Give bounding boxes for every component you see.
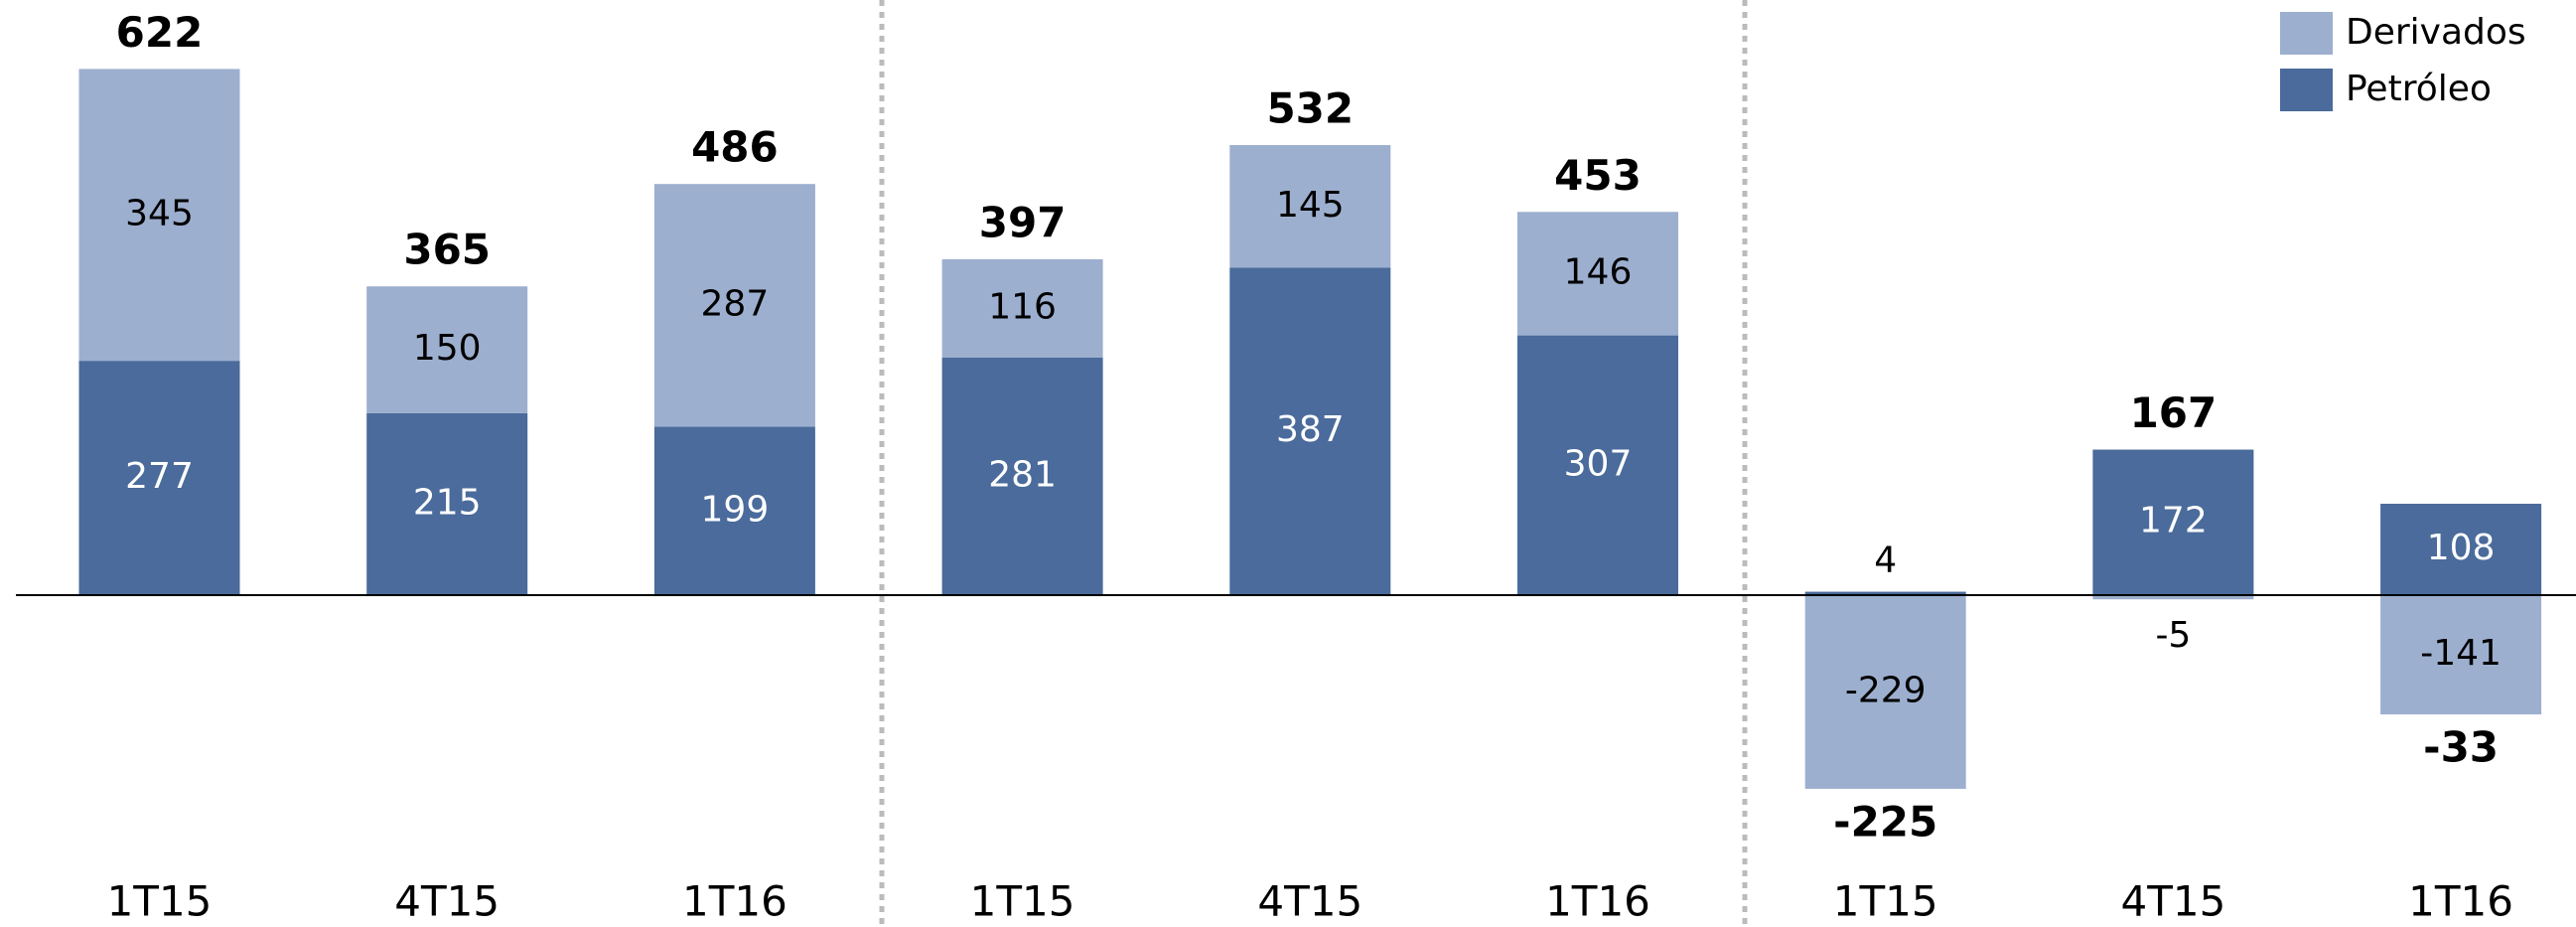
- x-tick-label: 4T15: [1257, 877, 1362, 926]
- segment-label: 277: [125, 456, 194, 497]
- total-label: 486: [691, 123, 779, 172]
- segment-label: 281: [988, 454, 1057, 495]
- bar-segment: [1517, 335, 1678, 595]
- bar-segment: [941, 258, 1103, 358]
- segment-label: -5: [2155, 615, 2191, 656]
- total-label: 397: [979, 198, 1067, 246]
- total-label: 532: [1266, 84, 1354, 133]
- segment-label: 387: [1276, 409, 1345, 450]
- bar-segment: [2380, 504, 2542, 595]
- x-tick-label: 1T16: [1545, 877, 1650, 926]
- segment-label: 199: [701, 489, 770, 530]
- total-label: -225: [1833, 797, 1937, 846]
- segment-label: 287: [701, 283, 770, 324]
- bar-segment: [1804, 594, 1966, 789]
- legend-label: Petróleo: [2346, 69, 2492, 109]
- legend-label: Derivados: [2346, 12, 2526, 53]
- x-tick-label: 1T16: [682, 877, 787, 926]
- total-label: 167: [2130, 388, 2218, 437]
- segment-label: 108: [2427, 528, 2496, 568]
- segment-label: 145: [1276, 185, 1345, 226]
- bar-segment: [2380, 594, 2542, 715]
- x-tick-label: 1T15: [970, 877, 1075, 926]
- x-tick-label: 4T15: [394, 877, 500, 926]
- total-label: -33: [2423, 723, 2499, 772]
- segment-label: 146: [1564, 251, 1633, 292]
- x-tick-label: 1T15: [107, 877, 213, 926]
- bar-segment: [653, 184, 815, 427]
- x-tick-label: 1T15: [1833, 877, 1938, 926]
- bar-segment: [653, 426, 815, 595]
- bar-segment: [78, 69, 240, 362]
- bar-segment: [366, 412, 528, 595]
- segment-label: -141: [2420, 633, 2502, 674]
- bar-segment: [1517, 212, 1678, 336]
- legend-swatch: [2280, 69, 2333, 111]
- total-label: 365: [403, 226, 491, 274]
- segment-label: 172: [2139, 501, 2208, 541]
- segment-label: 345: [125, 193, 194, 233]
- segment-label: 307: [1564, 443, 1633, 484]
- bar-segment: [2092, 594, 2254, 600]
- segment-label: 215: [413, 482, 482, 523]
- segment-label: 150: [413, 328, 482, 369]
- segment-label: 4: [1874, 541, 1897, 581]
- x-tick-label: 1T16: [2408, 877, 2513, 926]
- bar-segment: [1229, 267, 1391, 595]
- bar-segment: [366, 286, 528, 413]
- bar-segment: [941, 357, 1103, 595]
- bar-segment: [78, 361, 240, 595]
- segment-label: 116: [988, 286, 1057, 327]
- bar-segment: [2092, 449, 2254, 595]
- total-label: 453: [1554, 151, 1642, 200]
- total-label: 622: [116, 8, 204, 57]
- segment-label: -229: [1845, 670, 1927, 710]
- legend-swatch: [2280, 12, 2333, 55]
- bar-segment: [1804, 591, 1966, 595]
- x-tick-label: 4T15: [2120, 877, 2225, 926]
- bar-segment: [1229, 145, 1391, 268]
